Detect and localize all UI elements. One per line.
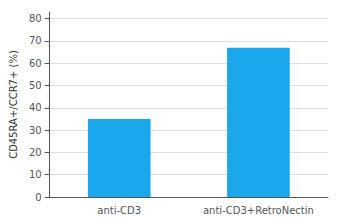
svg-text:50: 50 xyxy=(29,80,42,91)
svg-text:CD45RA+/CCR7+ (%): CD45RA+/CCR7+ (%) xyxy=(8,50,19,159)
svg-text:60: 60 xyxy=(29,58,42,69)
svg-text:anti-CD3+RetroNectin: anti-CD3+RetroNectin xyxy=(203,205,314,216)
svg-text:30: 30 xyxy=(29,125,42,136)
svg-text:80: 80 xyxy=(29,13,42,24)
svg-text:0: 0 xyxy=(35,192,41,203)
svg-text:10: 10 xyxy=(29,169,42,180)
svg-text:70: 70 xyxy=(29,35,42,46)
svg-text:20: 20 xyxy=(29,147,42,158)
svg-text:40: 40 xyxy=(29,102,42,113)
svg-text:anti-CD3: anti-CD3 xyxy=(97,205,141,216)
